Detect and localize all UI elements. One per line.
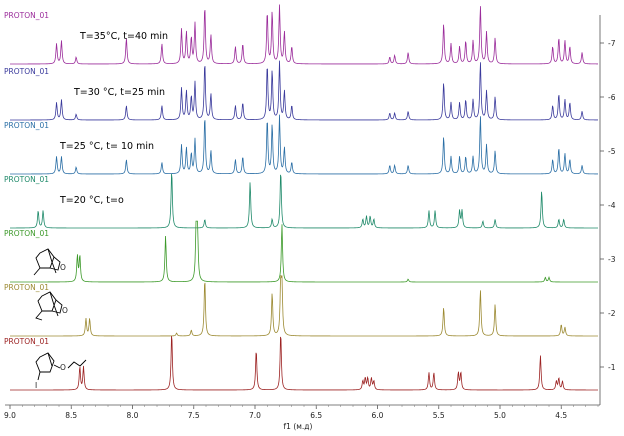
x-tick-label: 7.5 bbox=[188, 411, 200, 420]
structure-atom-i: I bbox=[35, 381, 37, 390]
x-tick-label: 5.5 bbox=[433, 411, 445, 420]
x-axis-label: f1 (м.д) bbox=[284, 422, 313, 431]
track-label-3: PROTON_01 bbox=[4, 229, 49, 238]
x-tick-label: 8.0 bbox=[127, 411, 139, 420]
spectra-group bbox=[10, 4, 599, 391]
track-label-4: PROTON_01 bbox=[4, 175, 49, 184]
structure-atom-o: O bbox=[62, 306, 68, 315]
y-axis-ticks: -1 -2 -3 -4 -5 -6 -7 bbox=[600, 39, 616, 372]
x-tick-label: 4.5 bbox=[555, 411, 567, 420]
spectrum-line-3 bbox=[10, 220, 598, 283]
track-label-6: PROTON_01 bbox=[4, 67, 49, 76]
condition-label-4: T=20 °C, t=o bbox=[59, 195, 124, 206]
spectrum-line-7 bbox=[10, 4, 599, 65]
y-tick-label: -1 bbox=[608, 363, 616, 372]
spectrum-line-4 bbox=[10, 173, 598, 229]
structure-sketch-2 bbox=[35, 291, 63, 321]
y-tick-label: -3 bbox=[608, 255, 616, 264]
x-tick-label: 9.0 bbox=[4, 411, 16, 420]
spectrum-line-1 bbox=[10, 335, 598, 391]
y-tick-label: -5 bbox=[608, 147, 616, 156]
track-label-7: PROTON_01 bbox=[4, 11, 49, 20]
x-tick-label: 5.0 bbox=[494, 411, 506, 420]
track-label-2: PROTON_01 bbox=[4, 283, 49, 292]
condition-label-7: T=35°C, t=40 min bbox=[79, 31, 168, 42]
x-tick-label: 8.5 bbox=[65, 411, 77, 420]
structure-atom-o: O bbox=[60, 363, 66, 372]
x-axis-ticks: 9.0 8.5 8.0 7.5 7.0 6.5 6.0 5.5 5.0 4.5 bbox=[4, 405, 599, 420]
condition-label-5: T=25 °C, t= 10 min bbox=[59, 141, 154, 152]
structure-atom-o: O bbox=[60, 263, 66, 272]
y-tick-label: -4 bbox=[608, 201, 616, 210]
track-label-1: PROTON_01 bbox=[4, 337, 49, 346]
y-tick-label: -2 bbox=[608, 309, 616, 318]
y-tick-label: -6 bbox=[608, 93, 616, 102]
y-tick-label: -7 bbox=[608, 39, 616, 48]
condition-labels: T=35°C, t=40 min T=30 °C, t=25 min T=25 °C… bbox=[59, 31, 168, 206]
spectrum-line-5 bbox=[10, 114, 598, 175]
track-label-5: PROTON_01 bbox=[4, 121, 49, 130]
track-labels: PROTON_01 PROTON_01 PROTON_01 PROTON_01 PROT… bbox=[4, 11, 49, 346]
structure-sketch-1 bbox=[35, 352, 87, 381]
structure-sketch-3 bbox=[33, 248, 61, 276]
x-tick-label: 6.0 bbox=[372, 411, 384, 420]
spectrum-line-6 bbox=[10, 60, 599, 121]
condition-label-6: T=30 °C, t=25 min bbox=[73, 87, 165, 98]
x-tick-label: 7.0 bbox=[249, 411, 261, 420]
x-tick-label: 6.5 bbox=[310, 411, 322, 420]
spectrum-line-2 bbox=[10, 275, 598, 337]
